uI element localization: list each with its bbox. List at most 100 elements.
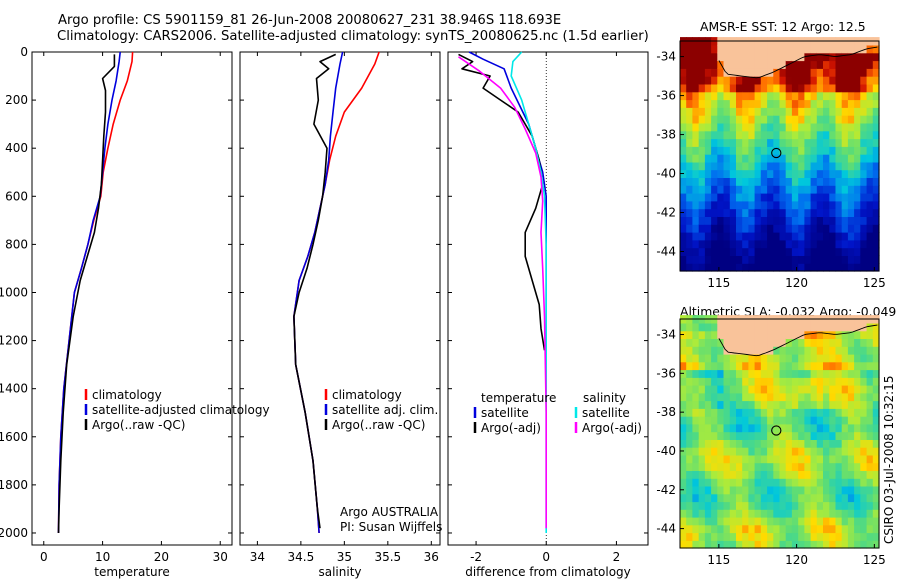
- map-cell: [798, 68, 805, 77]
- map-cell: [698, 361, 706, 371]
- map-cell: [729, 322, 737, 332]
- map-cell: [791, 239, 799, 249]
- map-cell: [872, 346, 880, 355]
- map-cell: [680, 68, 687, 77]
- map-cell: [692, 322, 700, 332]
- map-cell: [823, 99, 830, 108]
- map-cell: [773, 454, 781, 464]
- map-cell: [779, 470, 787, 479]
- map-cell: [847, 122, 855, 132]
- map-cell: [748, 330, 756, 339]
- map-cell: [686, 532, 693, 541]
- map-cell: [773, 516, 781, 526]
- map-cell: [854, 485, 861, 495]
- legend-salinity-label: Argo(..raw -QC): [332, 418, 425, 432]
- map-cell: [847, 52, 855, 62]
- map-cell: [748, 60, 756, 69]
- map-cell: [680, 322, 687, 332]
- map-cell: [798, 377, 805, 386]
- map-cell: [736, 392, 743, 402]
- map-cell: [760, 68, 768, 77]
- map-cell: [829, 239, 837, 249]
- map-cell: [816, 76, 824, 85]
- map-cell: [854, 76, 861, 85]
- map-cell: [736, 232, 743, 241]
- map-cell: [835, 154, 843, 163]
- map-cell: [723, 60, 731, 69]
- map-cell: [872, 44, 880, 54]
- map-cell: [717, 493, 725, 503]
- map-cell: [742, 462, 749, 471]
- map-cell: [729, 52, 737, 62]
- map-cell: [866, 353, 874, 363]
- map-cell: [804, 532, 812, 541]
- map-cell: [767, 509, 774, 518]
- map-cell: [698, 346, 706, 355]
- map-cell: [711, 177, 718, 186]
- map-cell: [860, 208, 868, 217]
- map-cell: [798, 516, 805, 526]
- map-cell: [816, 99, 824, 108]
- map-cell: [698, 255, 706, 264]
- map-cell: [704, 138, 712, 147]
- map-cell: [711, 255, 718, 264]
- map-cell: [785, 423, 793, 433]
- map-cell: [872, 169, 880, 178]
- map-cell: [810, 239, 818, 249]
- map-cell: [798, 99, 805, 108]
- depth-tick-label: 1200: [0, 334, 28, 348]
- map-cell: [736, 44, 743, 54]
- map-cell: [872, 400, 880, 409]
- map-cell: [680, 423, 687, 433]
- map-cell: [791, 91, 799, 101]
- map-cell: [754, 369, 762, 378]
- map-cell: [816, 208, 824, 217]
- map-cell: [767, 322, 774, 332]
- map-cell: [872, 107, 880, 116]
- map-cell: [717, 247, 725, 256]
- map-cell: [711, 52, 718, 62]
- map-cell: [816, 478, 824, 487]
- map-cell: [785, 493, 793, 503]
- map-cell: [698, 185, 706, 194]
- map-cell: [686, 44, 693, 54]
- map-cell: [804, 99, 812, 108]
- map-cell: [680, 177, 687, 186]
- sla_map-xtick-label: 115: [707, 553, 730, 567]
- map-cell: [711, 400, 718, 409]
- map-cell: [717, 68, 725, 77]
- map-cell: [698, 138, 706, 147]
- map-cell: [729, 247, 737, 256]
- map-cell: [729, 232, 737, 241]
- map-cell: [704, 60, 712, 69]
- map-cell: [804, 353, 812, 363]
- map-cell: [779, 107, 787, 116]
- map-cell: [698, 247, 706, 256]
- map-cell: [866, 385, 874, 394]
- map-cell: [785, 83, 793, 93]
- legend-diff-salinity-heading: salinity: [583, 391, 626, 405]
- map-cell: [816, 169, 824, 178]
- map-cell: [773, 532, 781, 541]
- map-cell: [742, 239, 749, 249]
- map-cell: [748, 185, 756, 194]
- map-cell: [785, 208, 793, 217]
- map-cell: [872, 224, 880, 233]
- map-cell: [860, 232, 868, 241]
- map-cell: [723, 369, 731, 378]
- map-cell: [748, 346, 756, 355]
- map-cell: [698, 423, 706, 433]
- map-cell: [872, 322, 880, 332]
- map-cell: [711, 369, 718, 378]
- map-cell: [779, 83, 787, 93]
- map-cell: [841, 485, 849, 495]
- map-cell: [711, 130, 718, 140]
- map-cell: [742, 154, 749, 163]
- map-cell: [704, 392, 712, 402]
- map-cell: [723, 454, 731, 464]
- map-cell: [748, 154, 756, 163]
- map-cell: [698, 200, 706, 210]
- map-cell: [686, 76, 693, 85]
- map-cell: [847, 138, 855, 147]
- map-cell: [692, 193, 700, 202]
